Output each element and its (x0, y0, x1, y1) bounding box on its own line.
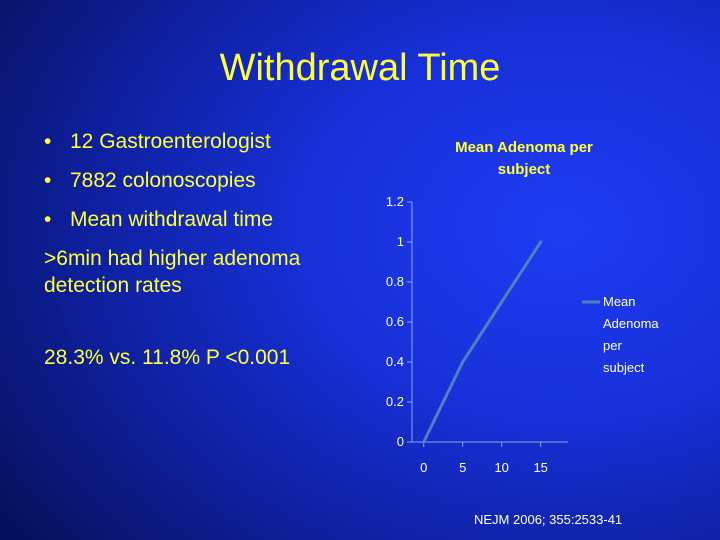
y-tick-label: 0.6 (386, 314, 404, 329)
bullet-dot: • (44, 208, 52, 231)
line-chart: Mean Adenoma per subject 0 0.2 0.4 0.6 0.8 1 1.2… (386, 139, 659, 475)
data-point (500, 300, 504, 304)
statistics-text: 28.3% vs. 11.8% P <0.001 (44, 346, 291, 369)
slide-body: • 12 Gastroenterologist • 7882 colonosco… (44, 128, 354, 371)
series-line (422, 241, 542, 443)
legend-label: per (603, 338, 622, 353)
y-tick-label: 0.4 (386, 354, 404, 369)
bullet-text: 12 Gastroenterologist (70, 130, 271, 153)
x-tick-label: 10 (494, 460, 508, 475)
bullet-text: Mean withdrawal time (70, 208, 274, 231)
y-tick-label: 1.2 (386, 194, 404, 209)
citation: NEJM 2006; 355:2533-41 (474, 512, 623, 527)
x-tick-label: 5 (459, 460, 466, 475)
bullet-text: 7882 colonoscopies (70, 169, 256, 192)
data-point (422, 440, 426, 444)
y-tick-label: 0.8 (386, 274, 404, 289)
y-tick-label: 0.2 (386, 394, 404, 409)
chart-title: subject (498, 161, 551, 178)
y-tick-label: 1 (397, 234, 404, 249)
chart-title: Mean Adenoma per (455, 139, 593, 156)
legend-label: subject (603, 360, 645, 375)
x-tick-label: 15 (533, 460, 547, 475)
bullet-dot: • (44, 169, 52, 192)
data-point (461, 360, 465, 364)
legend-label: Adenoma (603, 316, 659, 331)
bullet-item: • Mean withdrawal time (44, 206, 354, 233)
legend-label: Mean (603, 294, 636, 309)
slide-title: Withdrawal Time (219, 47, 501, 89)
bullet-item: • 7882 colonoscopies (44, 167, 354, 194)
x-tick-label: 0 (420, 460, 427, 475)
y-tick-label: 0 (397, 434, 404, 449)
data-point (539, 240, 543, 244)
bullet-dot: • (44, 130, 52, 153)
bullet-item: • 12 Gastroenterologist (44, 128, 354, 155)
detection-rate-text: >6min had higher adenoma detection rates (44, 247, 301, 297)
